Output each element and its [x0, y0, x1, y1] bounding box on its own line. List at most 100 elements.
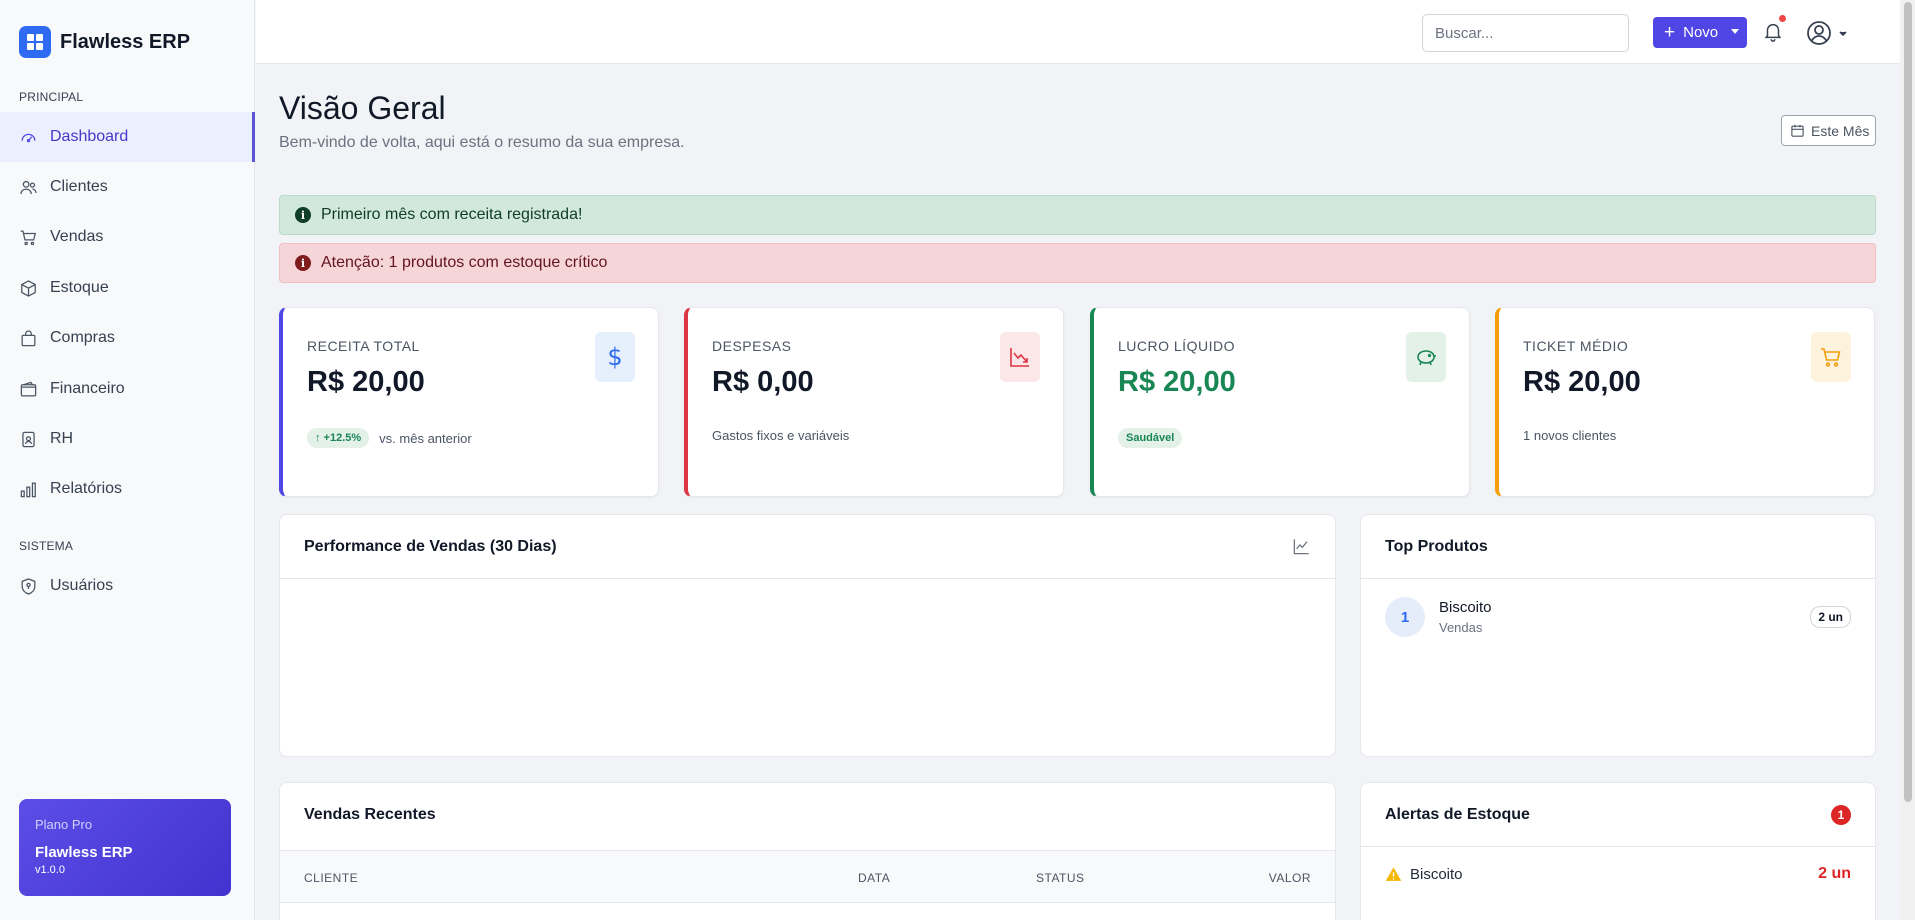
product-name: Biscoito	[1439, 599, 1492, 616]
period-button[interactable]: Este Mês	[1781, 115, 1876, 146]
search-input[interactable]	[1422, 14, 1629, 52]
sidebar-item-vendas[interactable]: Vendas	[0, 212, 255, 262]
card-title: Alertas de Estoque	[1385, 805, 1530, 823]
card-title: Vendas Recentes	[304, 806, 436, 823]
sales-chart-area	[280, 579, 1335, 756]
product-name: Biscoito	[1410, 865, 1463, 883]
plan-card[interactable]: Plano Pro Flawless ERP v1.0.0	[19, 799, 231, 896]
notifications-button[interactable]	[1762, 15, 1786, 45]
caret-down-icon	[1731, 29, 1739, 34]
piggy-bank-icon	[1406, 332, 1446, 382]
cart-icon	[20, 230, 37, 245]
list-item[interactable]: 1 Biscoito Vendas 2 un	[1361, 579, 1875, 655]
count-badge: 1	[1831, 804, 1851, 825]
topbar: + Novo	[256, 0, 1900, 64]
bag-icon	[21, 329, 36, 346]
success-alert-text: Primeiro mês com receita registrada!	[321, 206, 583, 223]
kpi-label: RECEITA TOTAL	[307, 338, 420, 354]
stock-quantity: 2 un	[1818, 865, 1851, 882]
page-subtitle: Bem-vindo de volta, aqui está o resumo d…	[279, 134, 685, 151]
health-badge: Saudável	[1118, 428, 1183, 448]
shield-icon	[21, 577, 36, 595]
sidebar-item-label: Relatórios	[50, 480, 123, 497]
sidebar-item-label: Dashboard	[50, 128, 129, 145]
kpi-card-expenses: DESPESAS R$ 0,00 Gastos fixos e variávei…	[684, 307, 1064, 497]
cart-icon	[1811, 332, 1851, 382]
kpi-card-revenue: RECEITA TOTAL R$ 20,00 $ ↑ +12.5% vs. mê…	[279, 307, 659, 497]
kpi-footer: 1 novos clientes	[1523, 428, 1616, 443]
kpi-footer: Gastos fixos e variáveis	[712, 428, 849, 443]
kpi-value: R$ 20,00	[307, 366, 425, 398]
trend-down-icon	[1000, 332, 1040, 382]
card-header: Performance de Vendas (30 Dias)	[280, 515, 1335, 579]
sidebar-item-financeiro[interactable]: Financeiro	[0, 364, 255, 414]
grid-logo-icon	[19, 26, 51, 58]
calendar-icon	[1791, 124, 1804, 137]
sidebar-item-label: Vendas	[50, 228, 104, 245]
sidebar: Flawless ERP PRINCIPAL Dashboard Cliente…	[0, 0, 255, 920]
users-icon	[20, 180, 37, 194]
column-header-cliente: CLIENTE	[304, 871, 359, 885]
kpi-value: R$ 0,00	[712, 366, 814, 398]
scrollbar-thumb[interactable]	[1904, 2, 1912, 802]
bar-chart-icon	[20, 482, 36, 497]
section-label-sistema: SISTEMA	[19, 539, 74, 553]
table-header: CLIENTE DATA STATUS VALOR	[280, 850, 1335, 903]
card-header: Alertas de Estoque 1	[1361, 783, 1875, 847]
kpi-footer: ↑ +12.5% vs. mês anterior	[307, 428, 472, 448]
column-header-data: DATA	[858, 871, 891, 885]
wallet-icon	[20, 381, 37, 396]
plan-name: Flawless ERP	[35, 844, 133, 861]
sidebar-item-label: Usuários	[50, 577, 114, 594]
kpi-value: R$ 20,00	[1523, 366, 1641, 398]
sidebar-item-usuarios[interactable]: Usuários	[0, 561, 255, 611]
kpi-value: R$ 20,00	[1118, 366, 1236, 398]
kpi-card-ticket: TICKET MÉDIO R$ 20,00 1 novos clientes	[1495, 307, 1875, 497]
growth-badge: ↑ +12.5%	[307, 428, 370, 448]
plus-icon: +	[1664, 22, 1676, 43]
sidebar-item-estoque[interactable]: Estoque	[0, 263, 255, 313]
sales-performance-card: Performance de Vendas (30 Dias)	[279, 514, 1336, 757]
box-icon	[21, 279, 36, 297]
product-category: Vendas	[1439, 620, 1483, 635]
sidebar-item-relatorios[interactable]: Relatórios	[0, 464, 255, 514]
card-title: Top Produtos	[1385, 537, 1488, 555]
rank-badge: 1	[1385, 597, 1425, 637]
dollar-icon: $	[595, 332, 635, 382]
new-button[interactable]: + Novo	[1653, 17, 1747, 48]
kpi-label: DESPESAS	[712, 338, 792, 354]
kpi-card-profit: LUCRO LÍQUIDO R$ 20,00 Saudável	[1090, 307, 1470, 497]
brand-name: Flawless ERP	[60, 30, 191, 53]
success-alert: i Primeiro mês com receita registrada!	[279, 195, 1876, 235]
kpi-note: 1 novos clientes	[1523, 428, 1617, 443]
page-title: Visão Geral	[279, 90, 446, 126]
sidebar-item-label: Financeiro	[50, 380, 125, 397]
new-button-label: Novo	[1683, 24, 1719, 41]
sidebar-item-rh[interactable]: RH	[0, 414, 255, 464]
info-icon: i	[295, 255, 311, 271]
sidebar-item-dashboard[interactable]: Dashboard	[0, 112, 255, 162]
column-header-valor: VALOR	[1268, 871, 1311, 885]
kpi-note: vs. mês anterior	[379, 430, 472, 446]
sidebar-item-clientes[interactable]: Clientes	[0, 162, 255, 212]
user-menu[interactable]	[1806, 19, 1850, 47]
brand[interactable]: Flawless ERP	[19, 26, 190, 58]
sidebar-item-label: Estoque	[50, 279, 109, 296]
card-title: Performance de Vendas (30 Dias)	[304, 537, 557, 555]
stock-alerts-card: Alertas de Estoque 1 Biscoito 2 un	[1360, 782, 1876, 920]
card-header: Vendas Recentes	[280, 783, 1335, 847]
section-label-principal: PRINCIPAL	[19, 90, 84, 104]
line-chart-icon[interactable]	[1292, 537, 1311, 556]
sidebar-item-compras[interactable]: Compras	[0, 313, 255, 363]
notification-dot	[1779, 15, 1786, 22]
card-header: Top Produtos	[1361, 515, 1875, 579]
plan-tier: Plano Pro	[35, 817, 93, 832]
quantity-badge: 2 un	[1810, 606, 1851, 628]
user-avatar-icon	[1807, 21, 1847, 45]
list-item[interactable]: Biscoito 2 un	[1361, 847, 1875, 901]
id-badge-icon	[22, 431, 35, 447]
danger-alert-text: Atenção: 1 produtos com estoque crítico	[321, 254, 608, 271]
sidebar-item-label: Clientes	[50, 178, 108, 195]
scrollbar[interactable]	[1900, 0, 1915, 920]
danger-alert: i Atenção: 1 produtos com estoque crític…	[279, 243, 1876, 283]
